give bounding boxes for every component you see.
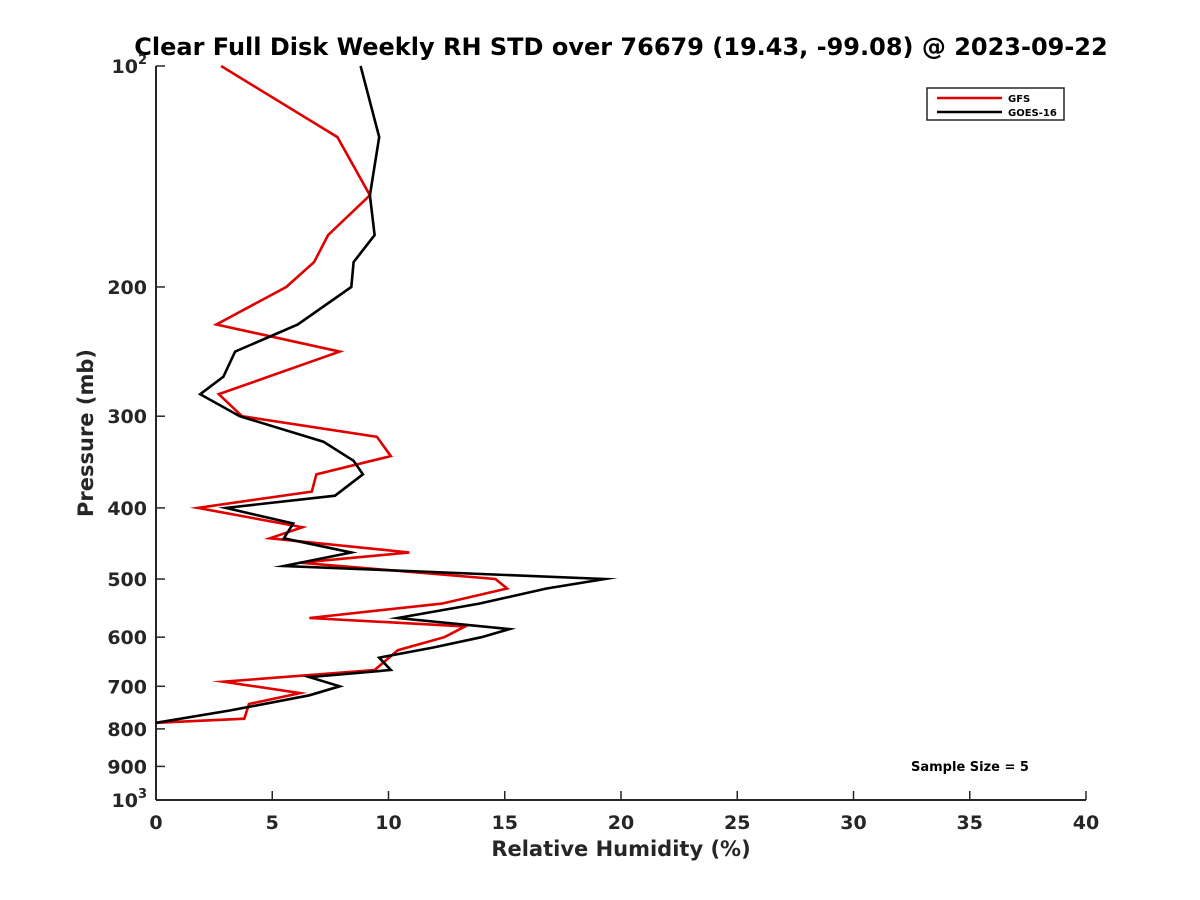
y-tick-label-base: 700: [107, 676, 147, 698]
y-tick-label-base: 500: [107, 569, 147, 591]
x-tick-label: 30: [840, 812, 866, 834]
y-tick-label: 102: [112, 53, 148, 78]
y-tick-label: 500: [107, 569, 147, 591]
legend: GFS GOES-16: [926, 87, 1065, 121]
x-tick-label: 10: [375, 812, 401, 834]
y-tick-label-base: 10: [112, 56, 138, 78]
y-tick-label: 700: [107, 676, 147, 698]
x-tick-label: 5: [266, 812, 279, 834]
x-tick-label: 40: [1073, 812, 1099, 834]
y-tick-label: 103: [112, 787, 148, 812]
y-tick-label: 900: [107, 756, 147, 778]
y-tick-label-base: 200: [107, 277, 147, 299]
y-tick-label: 800: [107, 719, 147, 741]
y-tick-label-base: 600: [107, 627, 147, 649]
y-tick-label-base: 900: [107, 756, 147, 778]
sample-size-annotation: Sample Size = 5: [911, 760, 1029, 775]
legend-label: GFS: [1008, 94, 1030, 105]
x-axis-ticks: 0 5 10 15 20 25 30 35 40: [149, 791, 1099, 834]
y-tick-label-base: 300: [107, 406, 147, 428]
legend-box: [926, 87, 1065, 121]
y-tick-label-base: 800: [107, 719, 147, 741]
legend-label: GOES-16: [1008, 108, 1057, 119]
y-tick-label: 600: [107, 627, 147, 649]
x-tick-label: 25: [724, 812, 750, 834]
y-tick-label: 300: [107, 406, 147, 428]
series-line-goes-16: [155, 65, 618, 725]
y-tick-label: 400: [107, 498, 147, 520]
y-tick-label-exponent: 3: [138, 787, 147, 802]
chart-title: Clear Full Disk Weekly RH STD over 76679…: [134, 33, 1107, 61]
y-tick-label-base: 400: [107, 498, 147, 520]
y-axis-label: Pressure (mb): [74, 349, 98, 517]
x-tick-label: 0: [149, 812, 162, 834]
y-tick-label-exponent: 2: [138, 53, 147, 68]
series-layer: [155, 64, 618, 725]
x-tick-label: 15: [492, 812, 518, 834]
x-tick-label: 20: [608, 812, 634, 834]
x-tick-label: 35: [957, 812, 983, 834]
x-axis-label: Relative Humidity (%): [491, 837, 750, 861]
y-tick-label: 200: [107, 277, 147, 299]
y-tick-label-base: 10: [112, 790, 138, 812]
